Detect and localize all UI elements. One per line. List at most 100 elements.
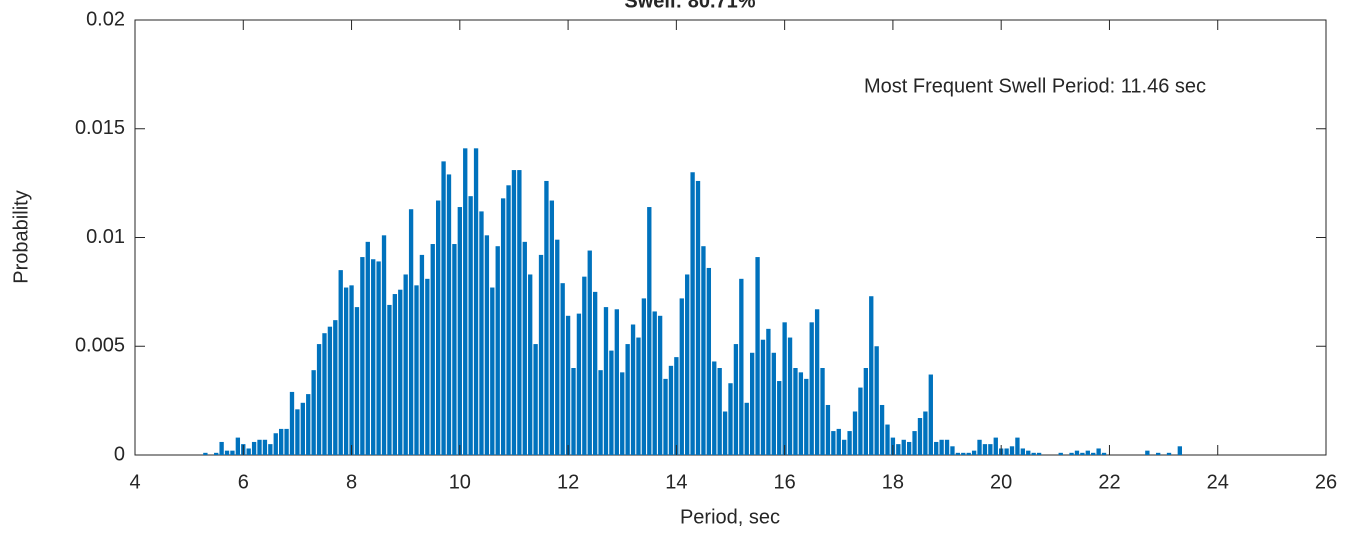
bar: [771, 352, 776, 455]
bar: [343, 287, 349, 455]
bar: [1080, 452, 1085, 455]
bar: [306, 394, 311, 455]
x-tick-label: 12: [557, 471, 579, 493]
bar: [934, 441, 939, 455]
bar: [847, 431, 852, 455]
bar: [398, 289, 403, 455]
bar: [490, 287, 495, 455]
bar: [403, 274, 408, 455]
bar: [511, 170, 517, 455]
bar: [961, 452, 966, 455]
bar: [533, 344, 538, 455]
bar: [647, 207, 652, 455]
bar: [809, 322, 814, 455]
bar: [371, 259, 376, 455]
bar: [1031, 452, 1036, 455]
bar: [528, 274, 533, 455]
bar: [1091, 452, 1096, 455]
x-tick-label: 4: [129, 471, 140, 493]
bar: [652, 311, 657, 455]
bar: [219, 441, 224, 455]
bar: [376, 261, 381, 455]
bar: [739, 278, 744, 455]
bar: [571, 368, 576, 455]
y-tick-label: 0: [114, 443, 125, 465]
bar: [685, 274, 690, 455]
bar: [793, 368, 798, 455]
bar: [852, 411, 858, 455]
bar: [360, 257, 365, 455]
bar: [1074, 450, 1080, 455]
bar: [690, 172, 695, 455]
bar: [988, 444, 993, 455]
bar: [262, 439, 268, 455]
bar: [316, 344, 322, 455]
bar: [885, 424, 890, 455]
bar: [777, 381, 782, 455]
x-tick-label: 24: [1207, 471, 1229, 493]
chart-title: Swell: 80.71%: [624, 0, 755, 12]
bar: [565, 315, 571, 455]
bar: [257, 439, 262, 455]
bar: [538, 254, 544, 455]
bar: [760, 339, 766, 455]
bar: [766, 328, 771, 455]
bar: [923, 411, 928, 455]
bar: [804, 378, 809, 455]
bar: [712, 361, 717, 455]
bar: [1004, 448, 1009, 455]
x-tick-label: 20: [990, 471, 1012, 493]
bar: [1145, 450, 1150, 455]
bar: [333, 320, 338, 455]
bar: [917, 418, 923, 455]
bar: [701, 246, 706, 455]
bar: [408, 209, 414, 455]
bar: [500, 198, 506, 455]
bar: [592, 291, 598, 455]
bar: [906, 441, 912, 455]
bar: [982, 444, 988, 455]
bar: [522, 241, 527, 455]
bar: [787, 337, 793, 455]
bar: [825, 404, 831, 455]
x-tick-label: 18: [882, 471, 904, 493]
bar: [251, 441, 257, 455]
y-tick-label: 0.01: [86, 226, 125, 248]
bar: [636, 337, 641, 455]
bar: [273, 433, 278, 455]
bar: [365, 241, 370, 455]
bar: [587, 250, 592, 455]
bar: [879, 404, 885, 455]
bar: [858, 387, 863, 455]
bar: [717, 368, 722, 455]
bar: [268, 444, 273, 455]
bar: [1036, 452, 1042, 455]
bar: [457, 207, 462, 455]
y-tick-label: 0.02: [86, 8, 125, 30]
bar: [203, 452, 208, 455]
bar: [842, 439, 847, 455]
bar: [603, 307, 609, 455]
bar: [971, 450, 977, 455]
bar: [1166, 452, 1172, 455]
bar: [1069, 452, 1074, 455]
bar: [744, 402, 749, 455]
bar: [863, 368, 869, 455]
bar: [1156, 452, 1161, 455]
x-tick-label: 6: [238, 471, 249, 493]
bar: [1020, 448, 1026, 455]
bar: [798, 372, 804, 455]
bar: [993, 437, 998, 455]
bar: [435, 200, 441, 455]
bar: [836, 428, 841, 455]
x-axis-label: Period, sec: [680, 506, 780, 528]
x-tick-label: 10: [449, 471, 471, 493]
bar: [479, 211, 484, 455]
bar: [679, 298, 684, 455]
bar: [814, 309, 820, 455]
bar: [674, 357, 679, 455]
bar: [874, 346, 879, 455]
bar: [555, 239, 560, 455]
